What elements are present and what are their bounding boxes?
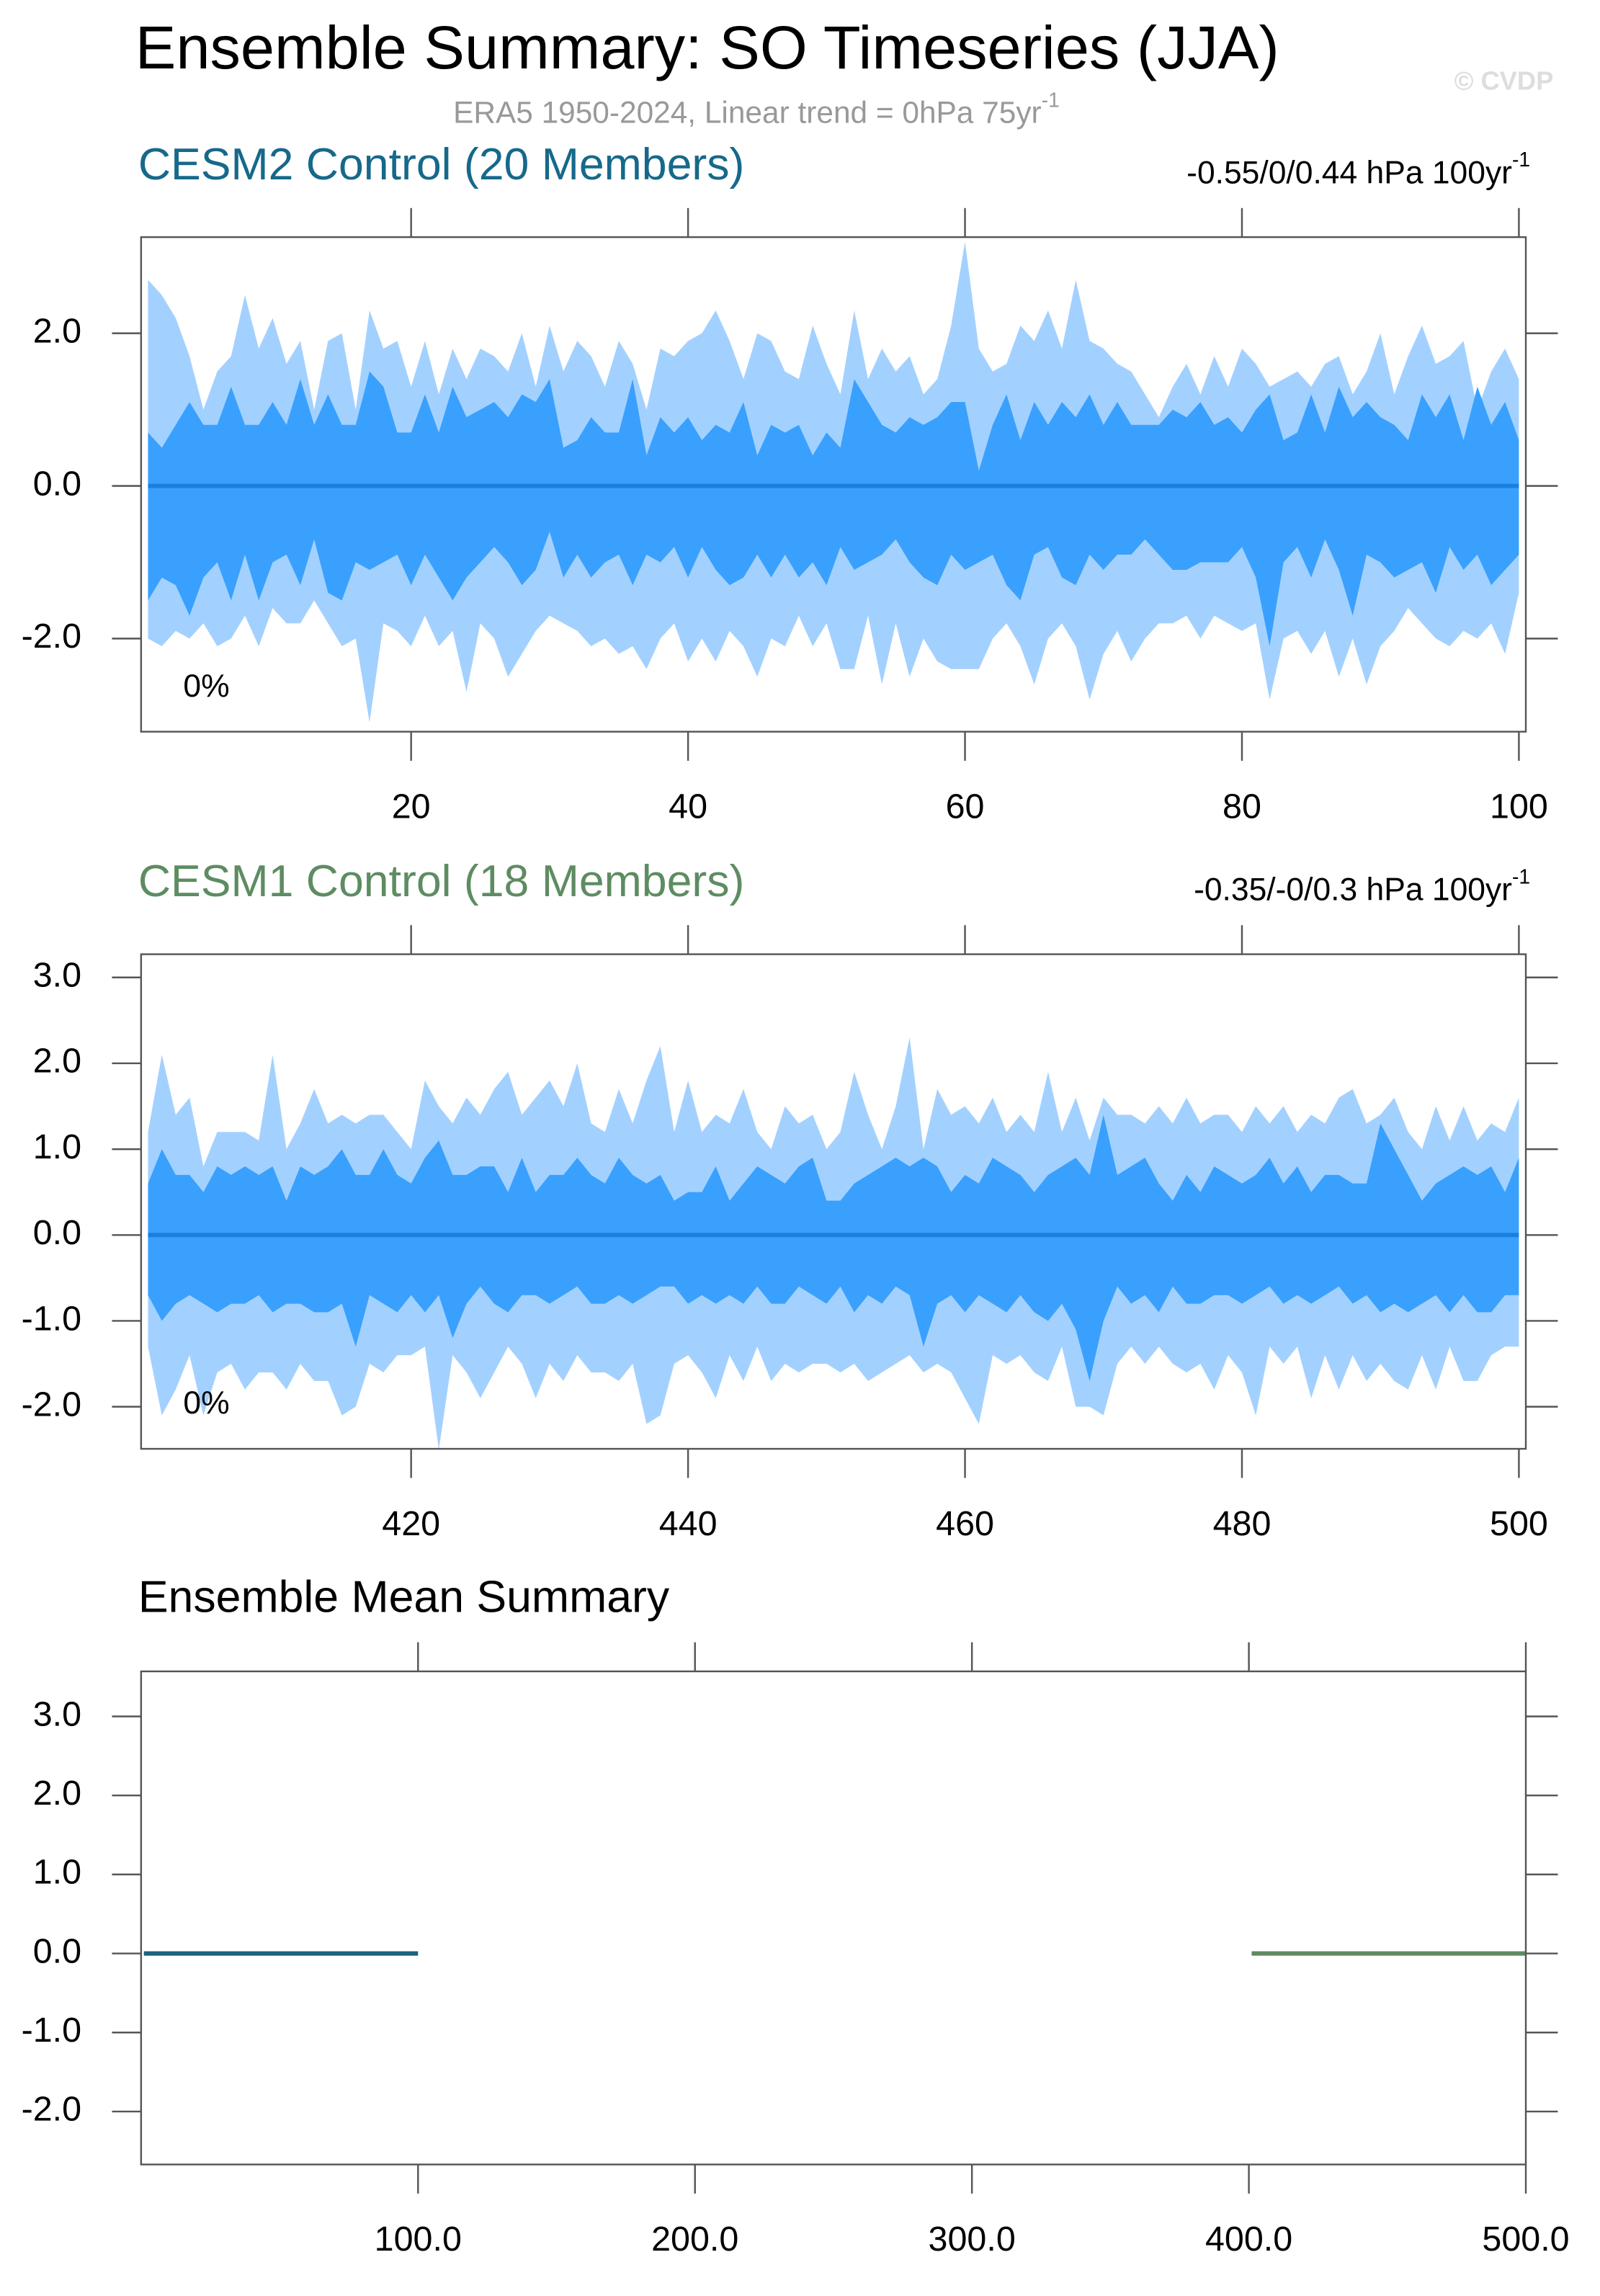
band-area bbox=[148, 371, 1519, 646]
x-tick-label: 440 bbox=[659, 1504, 718, 1543]
panel-title: Ensemble Mean Summary bbox=[138, 1572, 670, 1622]
subtitle: ERA5 1950-2024, Linear trend = 0hPa 75yr… bbox=[453, 89, 1060, 130]
x-tick-label: 80 bbox=[1223, 787, 1261, 826]
x-tick-label: 100.0 bbox=[375, 2220, 462, 2259]
trend-label: -0.55/0/0.44 hPa 100yr-1 bbox=[1186, 148, 1530, 190]
x-tick-label: 20 bbox=[392, 787, 431, 826]
x-tick-label: 420 bbox=[382, 1504, 440, 1543]
annotation: 0% bbox=[183, 669, 229, 704]
y-tick-label: -2.0 bbox=[22, 1385, 81, 1424]
x-tick-label: 300.0 bbox=[929, 2220, 1016, 2259]
x-tick-label: 500.0 bbox=[1482, 2220, 1569, 2259]
plot-frame bbox=[140, 953, 1527, 1450]
y-tick-label: -1.0 bbox=[22, 2011, 81, 2050]
x-tick-label: 400.0 bbox=[1205, 2220, 1292, 2259]
y-tick-label: 1.0 bbox=[33, 1127, 81, 1166]
y-tick-label: -1.0 bbox=[22, 1299, 81, 1338]
y-tick-label: 3.0 bbox=[33, 956, 81, 995]
y-tick-label: 0.0 bbox=[33, 1213, 81, 1252]
y-tick-label: -2.0 bbox=[22, 617, 81, 656]
y-tick-label: 3.0 bbox=[33, 1694, 81, 1733]
trend-label-sup: -1 bbox=[1512, 148, 1530, 171]
x-tick-label: 460 bbox=[936, 1504, 994, 1543]
y-tick-label: 2.0 bbox=[33, 1042, 81, 1081]
subtitle-text: ERA5 1950-2024, Linear trend = 0hPa 75yr bbox=[453, 96, 1042, 130]
x-tick-label: 40 bbox=[669, 787, 707, 826]
y-tick-label: 0.0 bbox=[33, 464, 81, 503]
y-tick-label: 0.0 bbox=[33, 1931, 81, 1970]
trend-label-text: -0.35/-0/0.3 hPa 100yr bbox=[1194, 872, 1512, 907]
trend-label-text: -0.55/0/0.44 hPa 100yr bbox=[1186, 155, 1512, 190]
plot-frame bbox=[140, 236, 1527, 733]
annotation: 0% bbox=[183, 1385, 229, 1421]
plot-frame bbox=[140, 1670, 1527, 2166]
x-tick-label: 500 bbox=[1490, 1504, 1548, 1543]
panel-title: CESM2 Control (20 Members) bbox=[138, 139, 745, 189]
y-tick-label: 2.0 bbox=[33, 311, 81, 350]
panel-title: CESM1 Control (18 Members) bbox=[138, 856, 745, 906]
y-tick-label: 1.0 bbox=[33, 1853, 81, 1892]
trend-label-sup: -1 bbox=[1512, 865, 1530, 888]
x-tick-label: 480 bbox=[1213, 1504, 1271, 1543]
page-title: Ensemble Summary: SO Timeseries (JJA) bbox=[135, 13, 1279, 81]
x-tick-label: 60 bbox=[946, 787, 985, 826]
y-tick-label: 2.0 bbox=[33, 1774, 81, 1813]
trend-label: -0.35/-0/0.3 hPa 100yr-1 bbox=[1194, 865, 1530, 907]
y-tick-label: -2.0 bbox=[22, 2090, 81, 2129]
x-tick-label: 100 bbox=[1490, 787, 1548, 826]
band-area bbox=[148, 1115, 1519, 1381]
credit: © CVDP bbox=[1454, 66, 1554, 96]
subtitle-sup: -1 bbox=[1042, 89, 1060, 112]
x-tick-label: 200.0 bbox=[651, 2220, 738, 2259]
